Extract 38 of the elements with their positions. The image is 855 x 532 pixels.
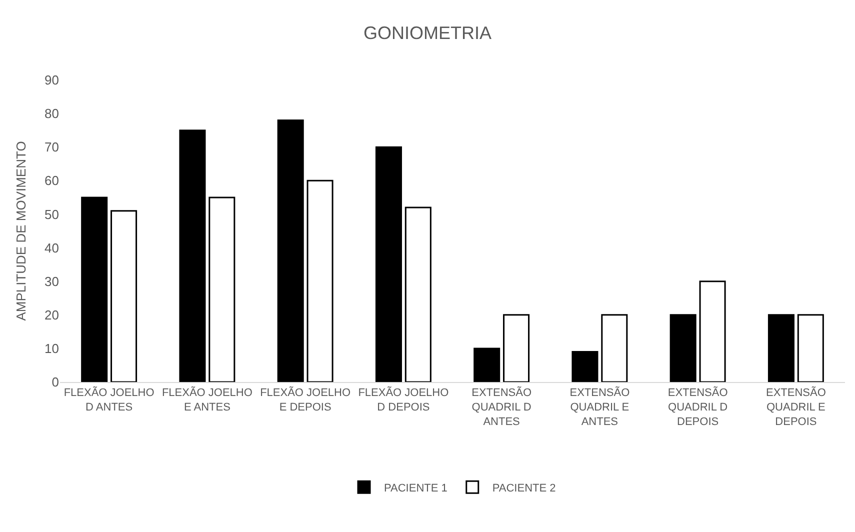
y-tick-label: 30 <box>44 274 59 289</box>
bar <box>699 280 726 382</box>
bar <box>306 180 334 382</box>
y-tick-label: 0 <box>52 374 59 390</box>
bar <box>404 206 432 382</box>
legend-label: PACIENTE 1 <box>384 482 448 494</box>
bar <box>503 314 530 382</box>
bar <box>208 196 236 382</box>
legend-label: PACIENTE 2 <box>492 482 556 494</box>
x-tick-label: EXTENSÃO QUADRIL E ANTES <box>570 386 630 428</box>
y-tick-label: 70 <box>44 140 59 155</box>
y-tick-label: 40 <box>44 240 59 256</box>
y-tick-label: 50 <box>44 206 59 222</box>
y-tick-label: 80 <box>44 106 59 122</box>
x-tick-label: EXTENSÃO QUADRIL E DEPOIS <box>766 386 826 428</box>
x-tick-label: FLEXÃO JOELHO D DEPOIS <box>358 386 450 414</box>
bar <box>670 314 696 382</box>
bar <box>474 348 500 382</box>
x-tick-label: FLEXÃO JOELHO D ANTES <box>64 386 155 414</box>
bar <box>375 146 402 382</box>
x-tick-label: FLEXÃO JOELHO E DEPOIS <box>260 386 351 414</box>
y-tick-label: 90 <box>44 72 59 88</box>
y-tick-label: 10 <box>44 340 59 356</box>
bar <box>797 314 824 382</box>
y-tick-label: 20 <box>44 307 59 322</box>
x-tick-label: EXTENSÃO QUADRIL D ANTES <box>472 386 532 428</box>
x-tick-label: FLEXÃO JOELHO E ANTES <box>162 386 253 414</box>
bar <box>572 351 598 382</box>
bar <box>601 314 628 382</box>
bar <box>179 130 206 382</box>
bar <box>277 120 304 382</box>
x-tick-label: EXTENSÃO QUADRIL D DEPOIS <box>668 386 728 428</box>
chart-title: GONIOMETRIA <box>363 23 492 44</box>
bar <box>110 210 138 382</box>
y-tick-label: 60 <box>44 173 59 188</box>
y-axis-title: AMPLITUDE DE MOVIMENTO <box>13 141 28 321</box>
bar <box>81 196 108 382</box>
bar <box>768 314 794 382</box>
